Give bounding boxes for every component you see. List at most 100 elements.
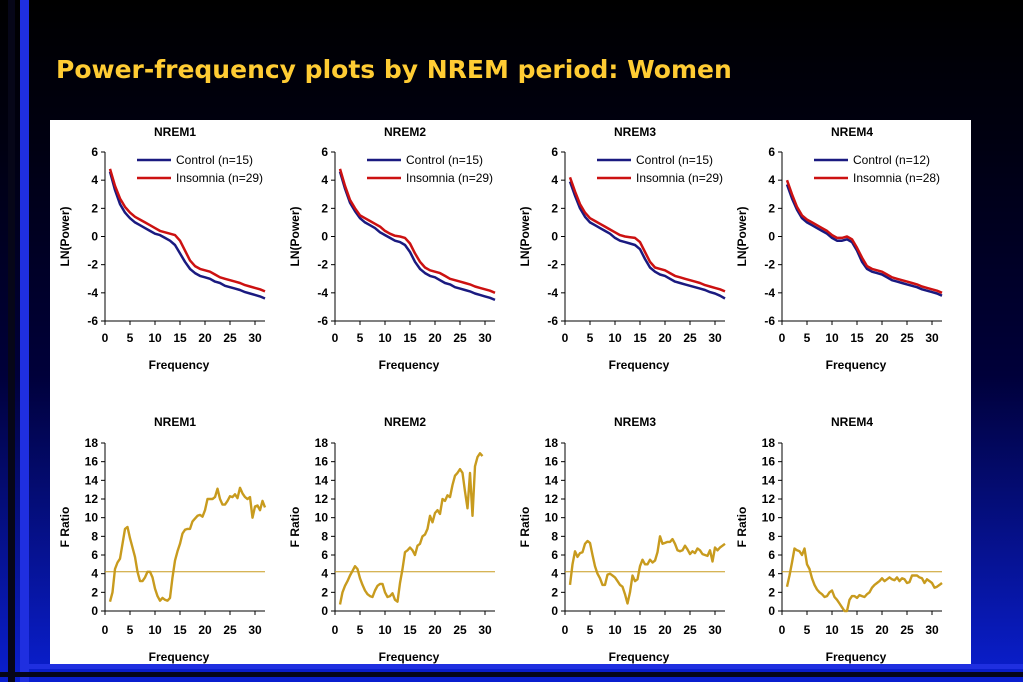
chart-8-y-tick-label: 10 [762, 511, 776, 525]
chart-4-y-tick-label: -6 [764, 314, 775, 328]
chart-6-y-tick-label: 14 [315, 473, 329, 487]
chart-3-x-tick-label: 0 [562, 331, 569, 345]
chart-4-legend-label-1: Control (n=12) [853, 153, 930, 167]
chart-7-y-tick-label: 6 [551, 548, 558, 562]
chart-3-x-tick-label: 10 [608, 331, 622, 345]
chart-8-y-tick-label: 14 [762, 473, 776, 487]
chart-6-title: NREM2 [384, 415, 426, 429]
chart-3-series-line-2 [568, 176, 726, 293]
chart-8-x-label: Frequency [826, 650, 887, 664]
chart-4-y-tick-label: 0 [768, 230, 775, 244]
chart-5-x-label: Frequency [149, 650, 210, 664]
chart-7-x-tick-label: 20 [658, 623, 672, 637]
chart-3-legend-label-1: Control (n=15) [636, 153, 713, 167]
chart-2-y-tick-label: -4 [317, 286, 328, 300]
chart-7-x-tick-label: 0 [562, 623, 569, 637]
decorative-bar-left-blue [20, 0, 29, 682]
chart-8-y-tick-label: 6 [768, 548, 775, 562]
chart-8-x-tick-label: 25 [900, 623, 914, 637]
chart-7-y-tick-label: 0 [551, 604, 558, 618]
chart-5-y-tick-label: 4 [91, 567, 98, 581]
chart-7-x-label: Frequency [609, 650, 670, 664]
chart-8-y-label: F Ratio [735, 507, 749, 548]
chart-8-y-tick-label: 16 [762, 455, 776, 469]
chart-2-x-tick-label: 20 [428, 331, 442, 345]
chart-2-x-label: Frequency [379, 358, 440, 372]
chart-4-title: NREM4 [831, 125, 873, 139]
chart-1-series-line-1 [108, 171, 266, 300]
chart-8-y-tick-label: 8 [768, 529, 775, 543]
chart-2-y-tick-label: 2 [321, 201, 328, 215]
chart-8-y-tick-label: 0 [768, 604, 775, 618]
chart-3-y-tick-label: 0 [551, 230, 558, 244]
chart-7-y-tick-label: 18 [545, 436, 559, 450]
chart-1-y-tick-label: 2 [91, 201, 98, 215]
chart-2-y-tick-label: 4 [321, 173, 328, 187]
chart-3-y-tick-label: 2 [551, 201, 558, 215]
chart-4-y-tick-label: 2 [768, 201, 775, 215]
chart-7-x-tick-label: 5 [587, 623, 594, 637]
chart-5-x-tick-label: 0 [102, 623, 109, 637]
chart-1-x-tick-label: 0 [102, 331, 109, 345]
chart-2-y-label: LN(Power) [288, 206, 302, 266]
chart-2-x-tick-label: 5 [357, 331, 364, 345]
chart-5-y-tick-label: 6 [91, 548, 98, 562]
chart-2-x-tick-label: 25 [453, 331, 467, 345]
chart-3-legend-label-2: Insomnia (n=29) [636, 171, 723, 185]
chart-5-x-tick-label: 20 [198, 623, 212, 637]
chart-4-series-line-1 [785, 183, 943, 297]
chart-1-legend-label-1: Control (n=15) [176, 153, 253, 167]
chart-5-y-tick-label: 18 [85, 436, 99, 450]
chart-3-y-tick-label: 6 [551, 145, 558, 159]
chart-6-y-tick-label: 0 [321, 604, 328, 618]
chart-6-y-label: F Ratio [288, 507, 302, 548]
chart-8-x-tick-label: 30 [925, 623, 939, 637]
chart-8-y-tick-label: 2 [768, 585, 775, 599]
chart-8-x-tick-label: 10 [825, 623, 839, 637]
chart-5-y-tick-label: 2 [91, 585, 98, 599]
chart-6-y-tick-label: 2 [321, 585, 328, 599]
chart-2-y-tick-label: -6 [317, 314, 328, 328]
chart-6-y-tick-label: 18 [315, 436, 329, 450]
chart-2-title: NREM2 [384, 125, 426, 139]
decorative-bar-bottom-dark [0, 672, 1023, 677]
chart-6-x-tick-label: 0 [332, 623, 339, 637]
chart-4-y-tick-label: 6 [768, 145, 775, 159]
chart-1-y-tick-label: 0 [91, 230, 98, 244]
chart-1-y-tick-label: 6 [91, 145, 98, 159]
chart-7-y-tick-label: 8 [551, 529, 558, 543]
slide-title: Power-frequency plots by NREM period: Wo… [56, 55, 732, 84]
chart-4-x-tick-label: 20 [875, 331, 889, 345]
chart-3-x-tick-label: 20 [658, 331, 672, 345]
chart-4-x-tick-label: 25 [900, 331, 914, 345]
chart-3-x-tick-label: 5 [587, 331, 594, 345]
chart-8-y-tick-label: 12 [762, 492, 776, 506]
chart-8-x-tick-label: 0 [779, 623, 786, 637]
chart-1-x-tick-label: 25 [223, 331, 237, 345]
chart-7-y-tick-label: 16 [545, 455, 559, 469]
chart-1-x-tick-label: 5 [127, 331, 134, 345]
chart-4-x-tick-label: 10 [825, 331, 839, 345]
chart-3-x-tick-label: 25 [683, 331, 697, 345]
chart-2-x-tick-label: 10 [378, 331, 392, 345]
chart-5-y-tick-label: 12 [85, 492, 99, 506]
chart-3-y-label: LN(Power) [518, 206, 532, 266]
chart-5-y-tick-label: 8 [91, 529, 98, 543]
chart-6-y-tick-label: 8 [321, 529, 328, 543]
chart-3-x-tick-label: 15 [633, 331, 647, 345]
chart-1-x-tick-label: 20 [198, 331, 212, 345]
chart-7-title: NREM3 [614, 415, 656, 429]
chart-6-x-tick-label: 5 [357, 623, 364, 637]
chart-2-y-tick-label: 0 [321, 230, 328, 244]
chart-5-x-tick-label: 15 [173, 623, 187, 637]
chart-4-x-tick-label: 15 [850, 331, 864, 345]
chart-4-x-label: Frequency [826, 358, 887, 372]
chart-5-series-line-1 [108, 486, 267, 603]
chart-7-y-label: F Ratio [518, 507, 532, 548]
chart-7-y-tick-label: 4 [551, 567, 558, 581]
chart-4-series-line-2 [785, 179, 943, 294]
chart-2-series-line-1 [338, 171, 496, 302]
chart-8-x-tick-label: 15 [850, 623, 864, 637]
chart-3-y-tick-label: -6 [547, 314, 558, 328]
chart-1-x-tick-label: 15 [173, 331, 187, 345]
